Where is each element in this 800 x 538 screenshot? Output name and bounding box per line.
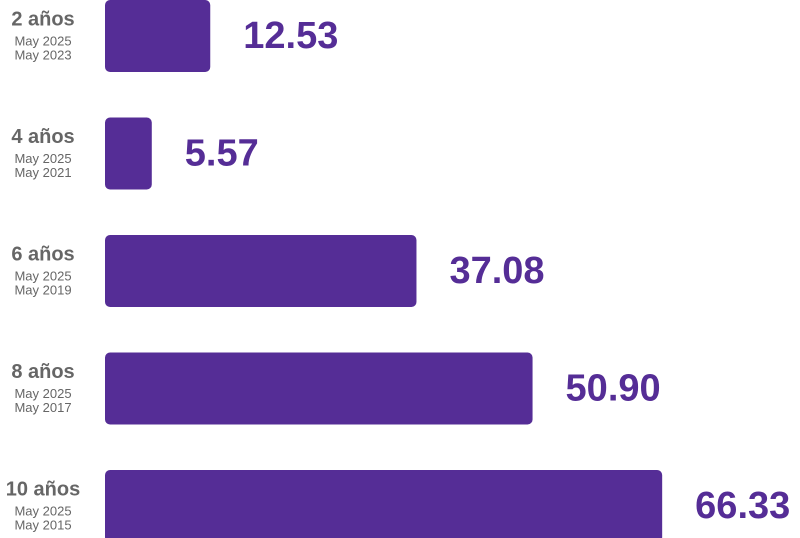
category-label: 6 años bbox=[11, 243, 74, 265]
date-label: May 2025 bbox=[14, 503, 71, 518]
date-label: May 2017 bbox=[14, 400, 71, 415]
bar bbox=[105, 470, 663, 538]
value-label: 50.90 bbox=[566, 368, 661, 410]
bar bbox=[105, 0, 211, 72]
category-label: 10 años bbox=[6, 478, 80, 500]
date-label: May 2023 bbox=[14, 47, 71, 62]
bar bbox=[105, 117, 152, 190]
date-label: May 2021 bbox=[14, 165, 71, 180]
date-label: May 2025 bbox=[14, 151, 71, 166]
date-label: May 2025 bbox=[14, 33, 71, 48]
date-label: May 2015 bbox=[14, 517, 71, 532]
value-label: 5.57 bbox=[185, 133, 259, 175]
value-label: 66.33 bbox=[695, 485, 790, 527]
date-label: May 2025 bbox=[14, 386, 71, 401]
category-label: 8 años bbox=[11, 361, 74, 383]
bar bbox=[105, 352, 533, 425]
date-label: May 2025 bbox=[14, 268, 71, 283]
bar bbox=[105, 235, 417, 307]
category-label: 4 años bbox=[11, 126, 74, 148]
date-label: May 2019 bbox=[14, 282, 71, 297]
value-label: 37.08 bbox=[449, 250, 544, 292]
value-label: 12.53 bbox=[243, 15, 338, 57]
category-label: 2 años bbox=[11, 8, 74, 30]
